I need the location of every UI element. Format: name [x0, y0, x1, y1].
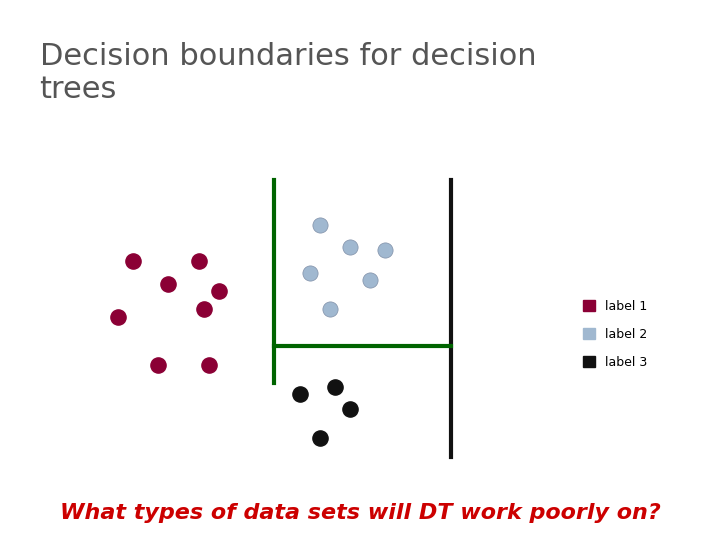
Point: [364, 275, 376, 284]
Point: [153, 360, 164, 369]
Legend: label 1, label 2, label 3: label 1, label 2, label 3: [578, 295, 652, 374]
Point: [213, 287, 225, 295]
Point: [294, 390, 305, 399]
Point: [314, 434, 325, 443]
Point: [193, 257, 204, 266]
Point: [329, 382, 341, 391]
Text: Decision boundaries for decision
trees: Decision boundaries for decision trees: [40, 42, 536, 104]
Point: [379, 246, 391, 255]
Point: [304, 268, 315, 277]
Point: [324, 305, 336, 314]
Point: [127, 257, 139, 266]
Point: [112, 313, 124, 321]
Text: What types of data sets will DT work poorly on?: What types of data sets will DT work poo…: [60, 503, 660, 523]
Point: [344, 242, 356, 251]
Point: [344, 404, 356, 413]
Point: [314, 220, 325, 229]
Point: [198, 305, 210, 314]
Point: [203, 360, 215, 369]
Point: [163, 279, 174, 288]
